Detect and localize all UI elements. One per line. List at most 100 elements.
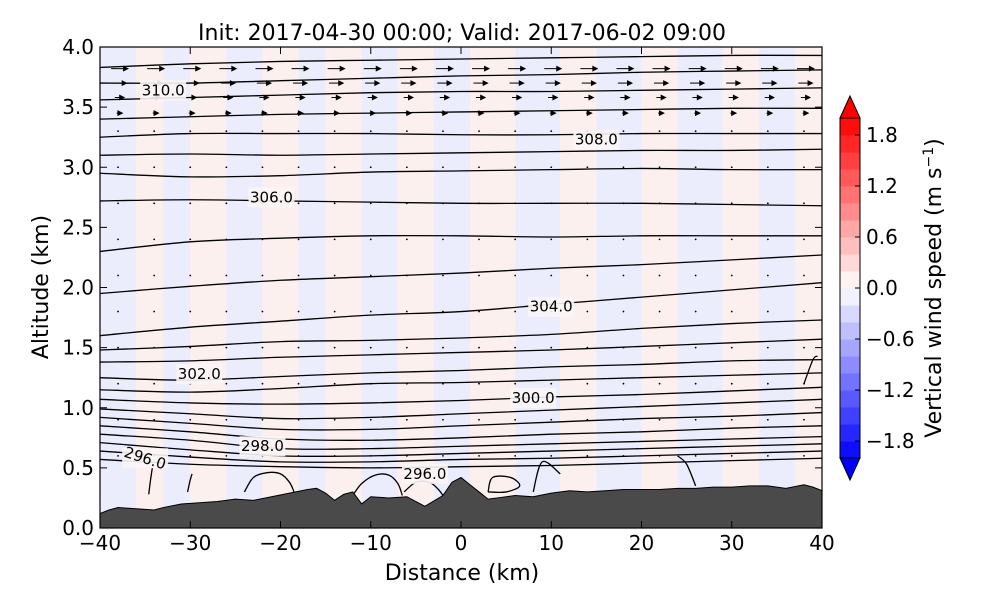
wind-vector-head (663, 80, 670, 87)
contour-label-6: 298.0 (239, 436, 286, 457)
wind-vector-dot (730, 346, 733, 349)
wind-vector-head (195, 65, 202, 72)
wind-vector-dot (730, 274, 733, 277)
wind-vector-dot (478, 454, 480, 457)
wind-vector-dot (297, 238, 300, 241)
wind-vector-dot (117, 346, 119, 349)
wind-vector-dot (586, 238, 589, 241)
wind-vector-head (699, 80, 706, 87)
contour-label-0: 310.0 (140, 80, 187, 101)
colorbar-level-18 (840, 135, 860, 153)
isentrope-line-1 (100, 69, 822, 84)
wind-vector-dot (117, 130, 119, 133)
wind-vector-dot (369, 202, 372, 205)
wind-band-7 (325, 47, 362, 528)
isentrope-contours (100, 54, 822, 469)
contour-label-text: 302.0 (178, 365, 221, 383)
isentrope-line-9 (100, 254, 822, 295)
wind-vector-dot (766, 238, 769, 241)
colorbar-level-2 (840, 407, 860, 425)
wind-vector-dot (803, 454, 805, 457)
y-tick-label: 0.5 (62, 456, 94, 480)
closed-contour-2 (243, 471, 295, 493)
isentrope-line-22 (100, 457, 822, 469)
wind-vector-29 (437, 80, 453, 87)
wind-vector-head (622, 110, 629, 117)
wind-vector-dot (153, 382, 156, 385)
wind-vector-dot (478, 346, 480, 349)
isentrope-line-5 (100, 148, 822, 156)
wind-vector-dot (442, 418, 444, 421)
colorbar-level-8 (840, 305, 860, 323)
wind-vector-17 (724, 65, 743, 72)
wind-vector-head (767, 110, 774, 117)
wind-vector-dot (586, 454, 589, 457)
vertical-wind-field (100, 47, 822, 528)
x-tick-label: −10 (350, 531, 392, 555)
wind-vector-dot (803, 166, 805, 169)
wind-vector-7 (363, 65, 382, 72)
colorbar-tick-label: 1.2 (866, 174, 898, 198)
isentrope-line-6 (100, 167, 822, 178)
wind-vector-head (123, 65, 130, 72)
contour-label-2: 306.0 (248, 187, 295, 208)
wind-vector-79 (802, 110, 810, 117)
wind-vector-54 (620, 94, 631, 101)
wind-vector-63 (224, 110, 232, 117)
wind-vector-dot (225, 310, 228, 313)
colorbar-tick-label: −0.6 (866, 327, 915, 351)
wind-vector-dot (442, 346, 444, 349)
wind-vector-head (374, 80, 381, 87)
wind-vector-head (586, 110, 593, 117)
wind-vector-10 (472, 65, 491, 72)
wind-vector-dot (694, 274, 697, 277)
wind-vector-dot (261, 130, 264, 133)
wind-vector-head (303, 65, 310, 72)
y-tick-label: 0.0 (62, 516, 94, 540)
closed-contour-3 (352, 473, 403, 496)
wind-vector-dot (622, 382, 625, 385)
wind-vector-6 (327, 65, 346, 72)
wind-vector-dot (730, 418, 733, 421)
wind-vector-dot (478, 166, 480, 169)
wind-vector-dot (550, 166, 553, 169)
wind-vector-dot (189, 310, 192, 313)
wind-vector-dot (766, 202, 769, 205)
wind-vector-dot (658, 274, 661, 277)
wind-vector-dot (261, 274, 264, 277)
wind-vector-dot (694, 238, 697, 241)
wind-band-14 (596, 47, 642, 528)
wind-vector-dot (297, 310, 300, 313)
wind-vector-dot (333, 310, 336, 313)
wind-vector-dot (478, 238, 480, 241)
wind-vector-dot (369, 130, 372, 133)
wind-vector-37 (726, 80, 742, 87)
isentrope-line-2 (100, 87, 822, 101)
wind-vector-dot (189, 454, 192, 457)
wind-vector-head (153, 110, 160, 117)
wind-vector-head (339, 65, 346, 72)
contour-label-bg (248, 187, 295, 208)
wind-vector-dot (586, 382, 589, 385)
closed-contour-5 (487, 475, 521, 494)
wind-vector-9 (435, 65, 454, 72)
y-tick-label: 3.5 (62, 95, 94, 119)
wind-vector-dot (514, 346, 517, 349)
wind-vector-dot (622, 274, 625, 277)
wind-vector-head (695, 110, 702, 117)
wind-vector-dot (369, 166, 372, 169)
wind-vector-12 (544, 65, 563, 72)
colorbar-tick-label: −1.8 (866, 429, 915, 453)
contour-label-bg (176, 364, 223, 385)
wind-vector-dot (189, 202, 192, 205)
wind-vector-head (520, 65, 527, 72)
wind-vector-dot (189, 274, 192, 277)
wind-vector-8 (399, 65, 418, 72)
wind-vector-dot (297, 274, 300, 277)
wind-vector-dot (297, 130, 300, 133)
wind-vector-dot (550, 418, 553, 421)
wind-vector-dot (803, 130, 805, 133)
wind-vector-62 (188, 110, 196, 117)
wind-vector-dot (550, 454, 553, 457)
wind-vector-head (189, 110, 196, 117)
